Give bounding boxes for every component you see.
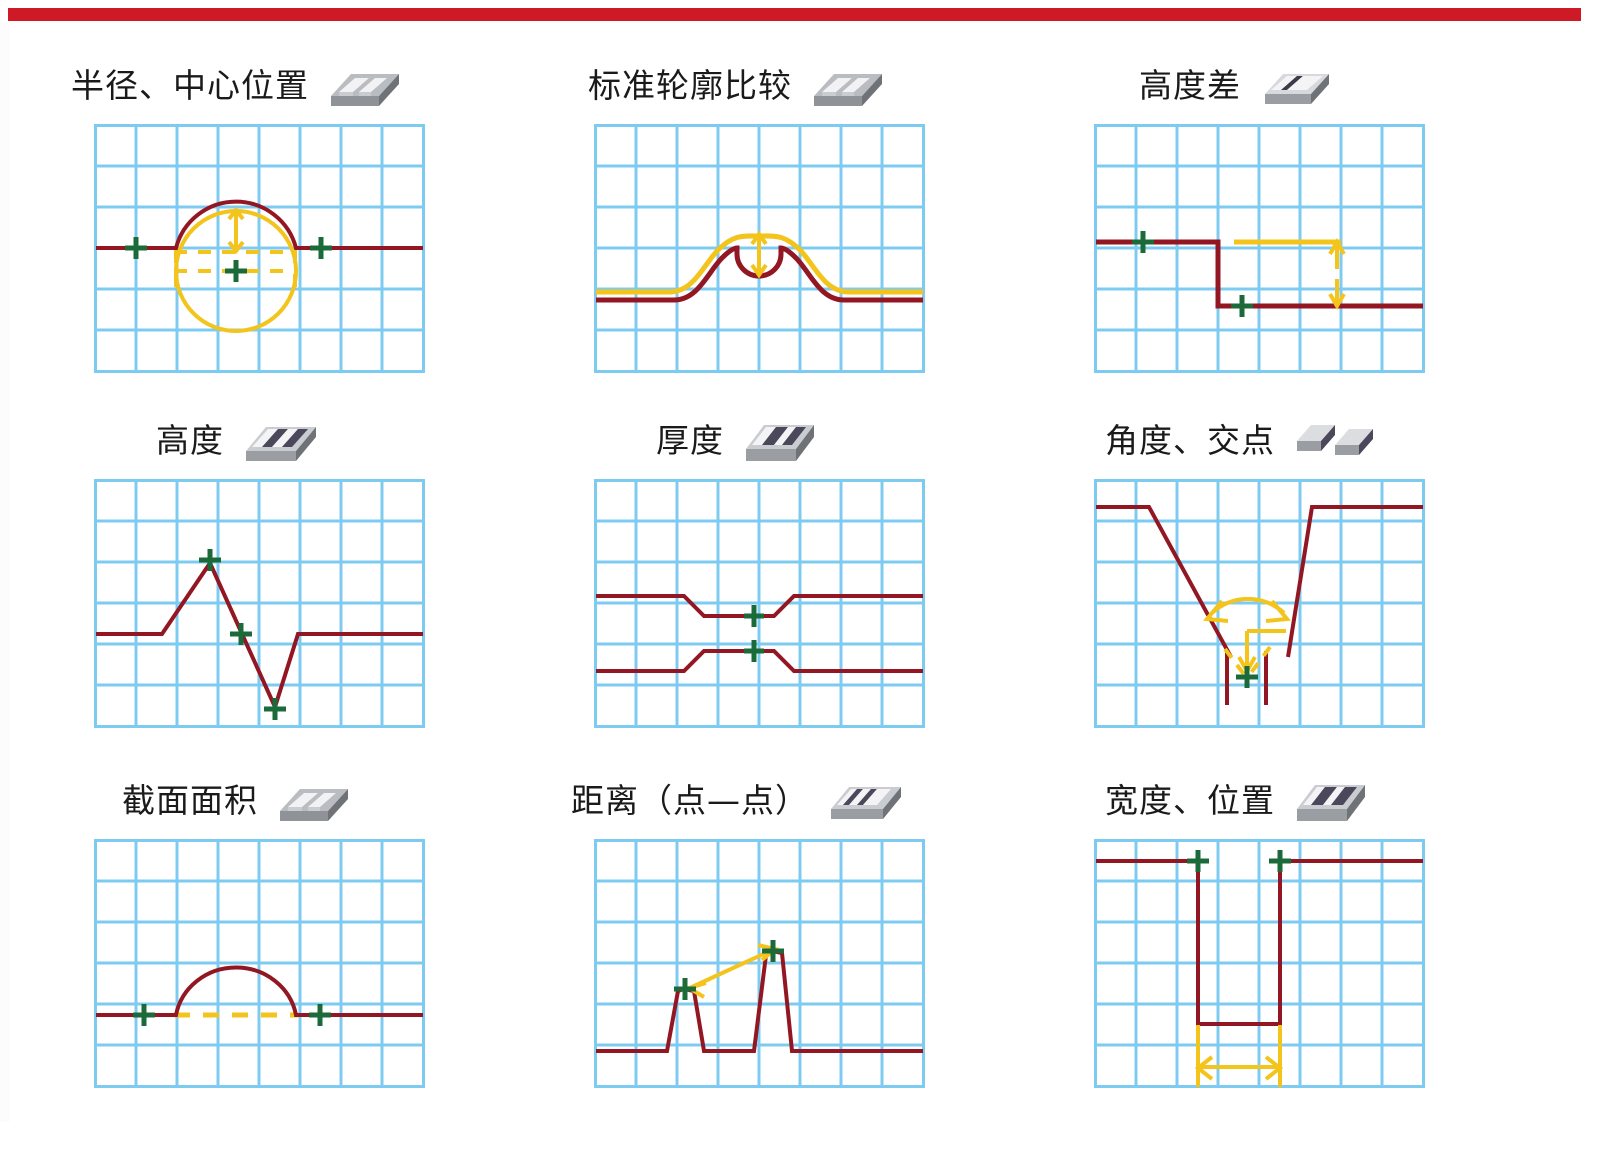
green-cross-valley [264, 698, 286, 720]
panel-title: 厚度 [656, 420, 724, 460]
profile-chart-height [94, 479, 425, 728]
green-cross-upper [744, 605, 764, 627]
panel-header: 高度差 [1030, 54, 1450, 116]
two-ridge-block-icon [240, 411, 324, 469]
top-accent-bar [8, 8, 1581, 21]
panel-title: 高度 [156, 420, 224, 460]
panel-header: 截面面积 [30, 769, 450, 831]
panel-header: 角度、交点 [1030, 409, 1450, 471]
red-v-groove-profile [1096, 505, 1423, 658]
profile-chart-distance [594, 839, 925, 1088]
red-dome-profile [96, 965, 423, 1017]
panel-header: 宽度、位置 [1030, 769, 1450, 831]
panel-height[interactable]: 高度 [30, 385, 530, 745]
green-cross-peak-left [674, 978, 696, 1000]
green-cross-upper [1132, 231, 1154, 253]
profile-chart-angle-intersection [1094, 479, 1425, 728]
left-page-edge-strip [0, 22, 10, 1122]
yellow-vertical-arrow [227, 206, 245, 255]
chart-grid [1094, 839, 1425, 1088]
red-lower-surface-profile [596, 649, 923, 673]
yellow-dashed-extension-lines [1223, 645, 1272, 679]
panel-distance-point-to-point[interactable]: 距离（点—点） [530, 745, 1030, 1105]
panel-title: 宽度、位置 [1105, 780, 1275, 820]
panel-angle-intersection[interactable]: 角度、交点 [1030, 385, 1530, 745]
panel-title: 半径、中心位置 [71, 65, 309, 105]
green-cross-right [309, 1004, 331, 1026]
green-cross-intersection [1236, 666, 1258, 688]
stepped-ridge-block-icon [808, 56, 892, 114]
panel-header: 厚度 [530, 409, 950, 471]
red-groove-walls [1225, 651, 1268, 705]
chart-grid [94, 839, 425, 1088]
profile-chart-cross-section-area [94, 839, 425, 1088]
two-separate-bars-icon [1291, 411, 1375, 469]
three-ridge-block-icon [825, 771, 909, 829]
green-cross-center [225, 260, 247, 282]
panel-header: 距离（点—点） [530, 769, 950, 831]
green-cross-lower [1231, 295, 1253, 317]
red-twin-peak-profile [596, 948, 923, 1053]
green-cross-peak-right [762, 940, 784, 962]
profile-chart-radius-center [94, 124, 425, 373]
profile-chart-height-difference [1094, 124, 1425, 373]
green-cross-left [125, 237, 147, 259]
profile-chart-comparison [594, 124, 925, 373]
panel-height-difference[interactable]: 高度差 [1030, 30, 1530, 385]
green-cross-left-edge [1187, 850, 1209, 872]
panel-title: 高度差 [1139, 65, 1241, 105]
panel-standard-profile-comparison[interactable]: 标准轮廓比较 [530, 30, 1030, 385]
yellow-width-dimension-arrow [1194, 1025, 1284, 1087]
stepped-ridge-block-icon [325, 56, 409, 114]
profile-chart-thickness [594, 479, 925, 728]
chart-grid [94, 479, 425, 728]
chart-grid [594, 479, 925, 728]
panel-gallery: 半径、中心位置 [0, 30, 1602, 1140]
panel-header: 高度 [30, 409, 450, 471]
panel-cross-section-area[interactable]: 截面面积 [30, 745, 530, 1105]
panel-header: 标准轮廓比较 [530, 54, 950, 116]
red-dome-profile [96, 199, 423, 250]
panel-radius-center-position[interactable]: 半径、中心位置 [30, 30, 530, 385]
red-step-profile [1096, 239, 1423, 309]
u-channel-wide-block-icon [1291, 771, 1375, 829]
u-channel-block-icon [740, 411, 824, 469]
green-cross-right [310, 237, 332, 259]
chart-grid [1094, 479, 1425, 728]
red-upper-surface-profile [596, 594, 923, 618]
panel-thickness[interactable]: 厚度 [530, 385, 1030, 745]
single-step-block-icon [1257, 56, 1341, 114]
green-cross-lower [744, 640, 764, 662]
yellow-double-arrow [1328, 238, 1346, 310]
panel-title: 标准轮廓比较 [588, 65, 792, 105]
panel-title: 距离（点—点） [571, 780, 809, 820]
yellow-deviation-arrow [750, 230, 768, 279]
panel-title: 截面面积 [122, 780, 258, 820]
green-cross-middle [230, 623, 252, 645]
green-cross-peak [199, 549, 221, 571]
yellow-angle-arc-with-arrows [1203, 596, 1291, 623]
stepped-ridge-block-icon [274, 771, 358, 829]
profile-chart-width-position [1094, 839, 1425, 1088]
panel-width-position[interactable]: 宽度、位置 [1030, 745, 1530, 1105]
panel-title: 角度、交点 [1105, 420, 1275, 460]
red-trench-profile [1096, 859, 1423, 1026]
yellow-vertical-arrow [1237, 629, 1286, 676]
chart-grid [594, 839, 925, 1088]
panel-header: 半径、中心位置 [30, 54, 450, 116]
panel-grid: 半径、中心位置 [30, 30, 1530, 1105]
green-cross-right-edge [1269, 850, 1291, 872]
green-cross-left [133, 1004, 155, 1026]
